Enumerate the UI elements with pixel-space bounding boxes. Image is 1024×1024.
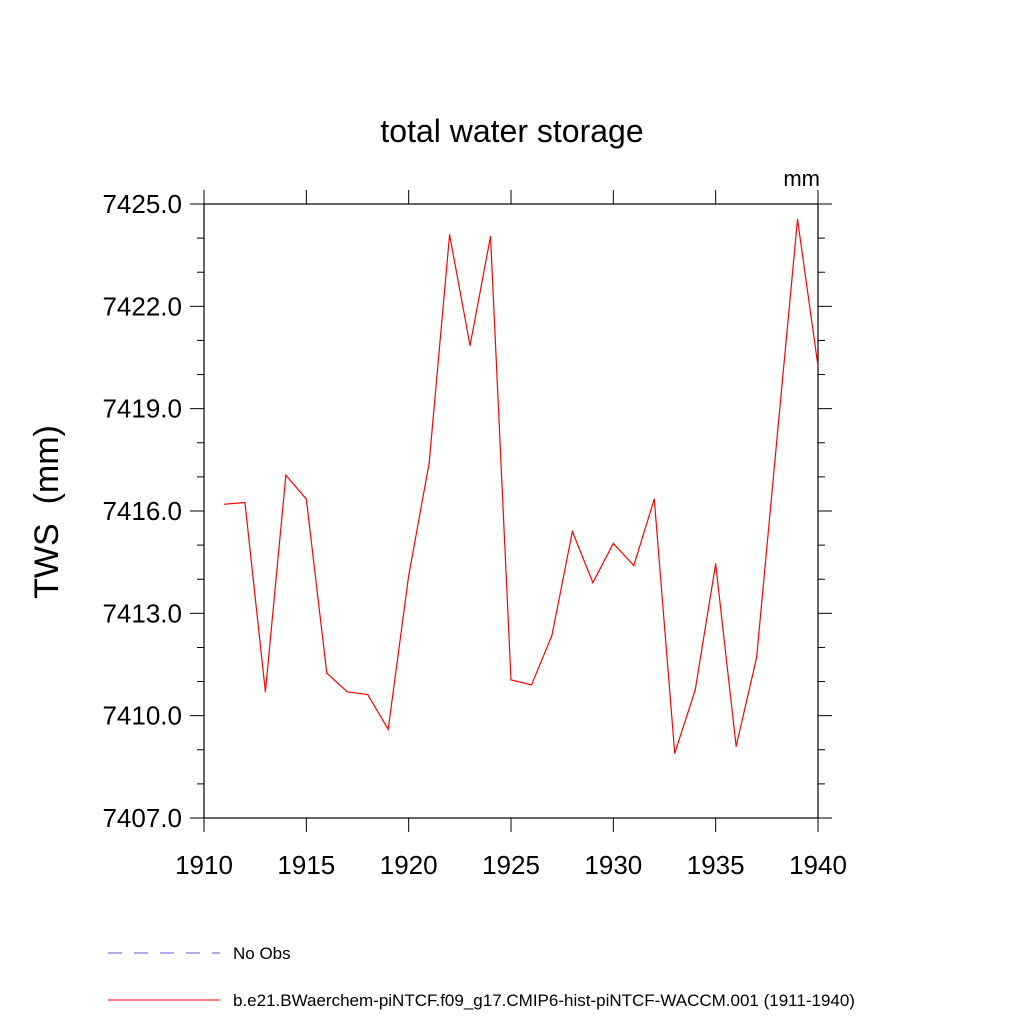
data-point	[346, 691, 348, 693]
series-layer	[223, 218, 819, 754]
y-axis-label: TWS (mm)	[28, 425, 66, 599]
data-point	[305, 498, 307, 500]
data-point	[223, 503, 226, 505]
x-tick-label: 1940	[789, 850, 847, 880]
y-tick-label: 7425.0	[102, 189, 182, 219]
data-point	[694, 689, 696, 691]
y-tick-label: 7407.0	[102, 803, 182, 833]
data-point	[817, 365, 819, 367]
y-axis-ticks: 7407.0 7410.0 7413.0 7416.0 7419.0 7422.0 7425…	[102, 189, 832, 833]
data-point	[489, 235, 492, 238]
data-point	[285, 474, 287, 476]
legend-label: b.e21.BWaerchem-piNTCF.f09_g17.CMIP6-his…	[233, 991, 855, 1010]
data-point	[510, 679, 512, 681]
data-point	[715, 563, 717, 565]
series-line	[224, 219, 819, 754]
chart-title: total water storage	[380, 113, 643, 149]
x-tick-label: 1935	[687, 850, 745, 880]
data-point	[612, 542, 614, 545]
data-point	[653, 498, 655, 500]
data-point	[592, 582, 594, 584]
y-tick-label: 7413.0	[102, 598, 182, 628]
data-point	[428, 462, 430, 464]
data-point	[776, 437, 778, 439]
data-point	[264, 691, 266, 693]
data-point	[408, 575, 410, 577]
units-label: mm	[783, 166, 820, 191]
y-tick-label: 7422.0	[102, 291, 182, 321]
x-axis-ticks: 1910 1915 1920 1925 1930 1935 1940	[175, 190, 847, 880]
data-point	[367, 693, 369, 696]
data-point	[633, 564, 635, 567]
y-tick-label: 7416.0	[102, 496, 182, 526]
data-point	[449, 234, 451, 236]
data-point	[530, 684, 533, 686]
data-point	[756, 657, 758, 659]
legend: No Obs b.e21.BWaerchem-piNTCF.f09_g17.CMI…	[108, 944, 855, 1010]
data-point	[244, 501, 246, 504]
data-point	[796, 218, 799, 220]
x-tick-label: 1925	[482, 850, 540, 880]
x-tick-label: 1930	[584, 850, 642, 880]
legend-label: No Obs	[233, 944, 291, 963]
y-tick-label: 7419.0	[102, 394, 182, 424]
data-point	[551, 634, 553, 637]
data-point	[674, 752, 676, 754]
data-point	[326, 672, 328, 674]
data-point	[571, 530, 574, 533]
x-tick-label: 1910	[175, 850, 233, 880]
data-point	[469, 344, 471, 347]
data-point	[387, 728, 389, 730]
data-point	[735, 745, 737, 747]
y-tick-label: 7410.0	[102, 701, 182, 731]
x-tick-label: 1920	[380, 850, 438, 880]
x-tick-label: 1915	[277, 850, 335, 880]
plot-frame	[203, 203, 819, 819]
